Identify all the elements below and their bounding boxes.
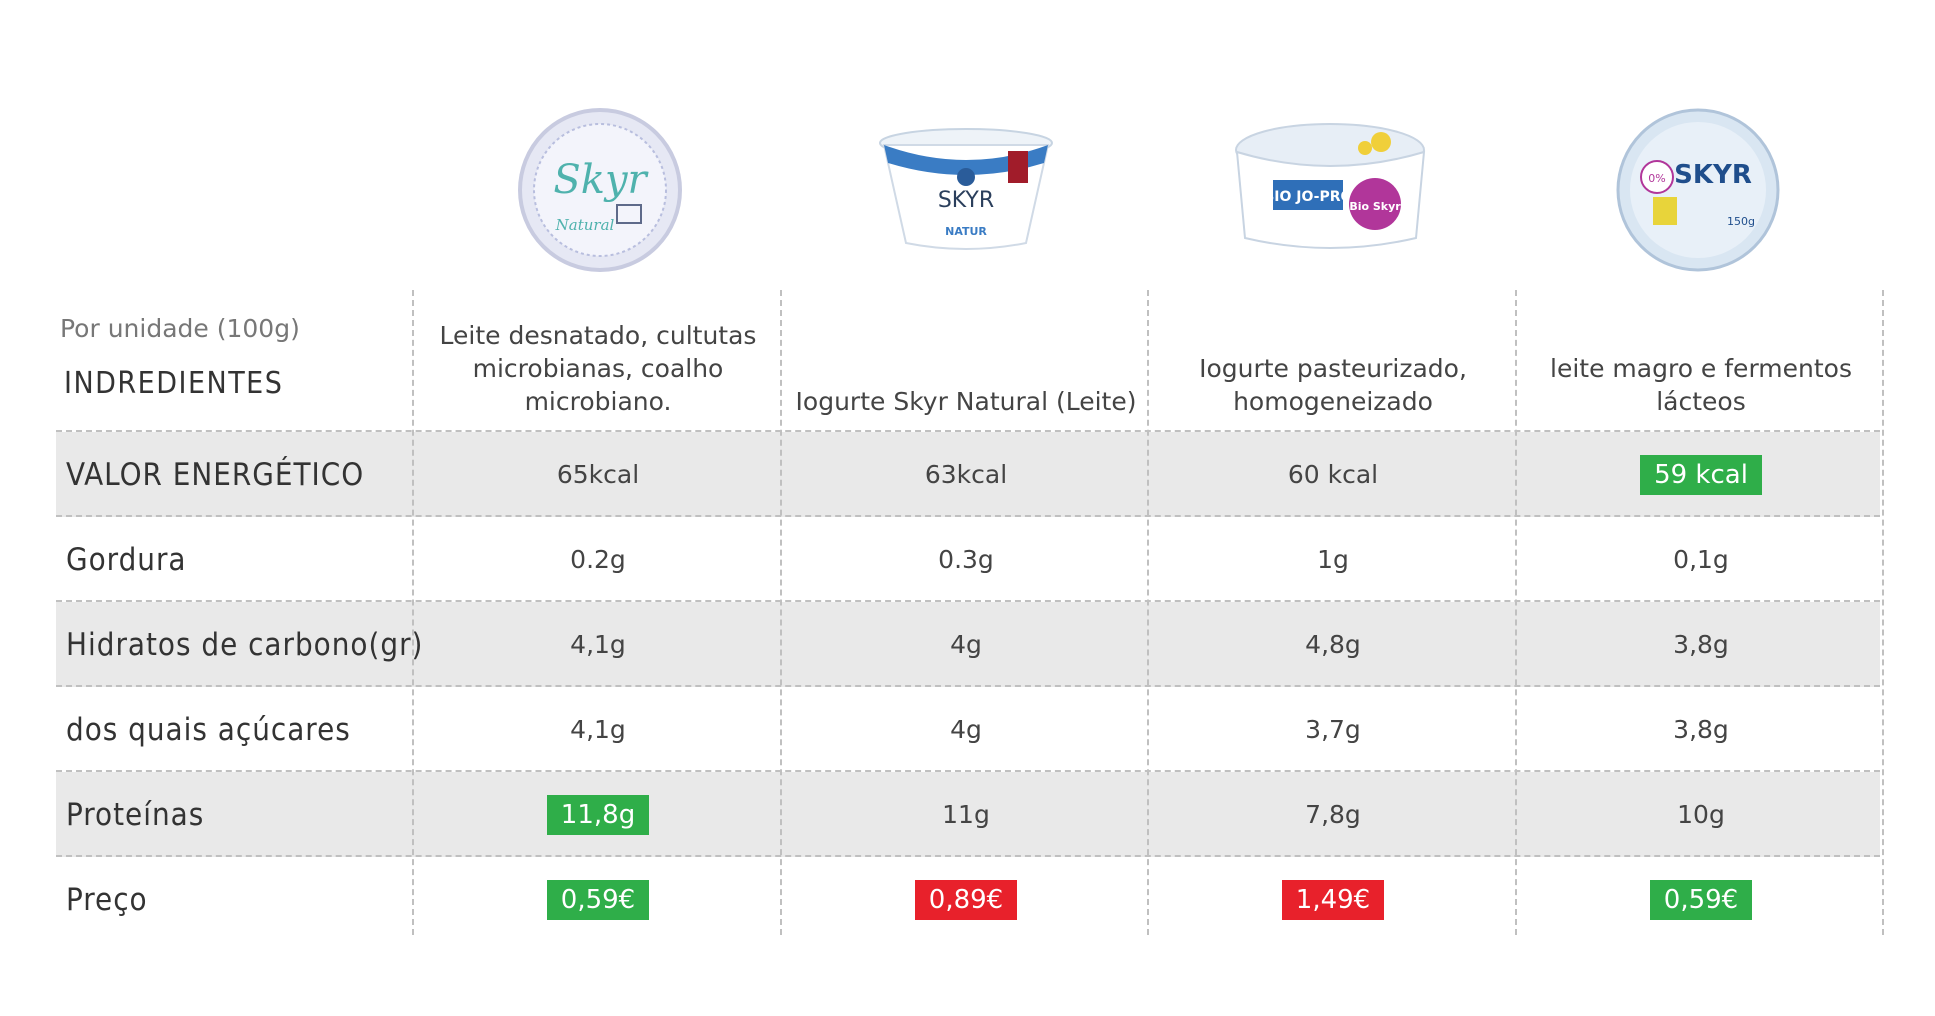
cell-value: 3,8g [1673, 630, 1729, 659]
table-cell: 3,8g [1518, 687, 1884, 772]
cell-value: 4g [950, 630, 982, 659]
price-badge: 0,59€ [546, 879, 650, 920]
ingredients-cell: Iogurte Skyr Natural (Leite) [795, 387, 1137, 416]
product-4-brand: SKYR [1674, 160, 1752, 190]
cell-value: 0.3g [938, 545, 994, 574]
table-row: Hidratos de carbono(gr) 4,1g 4g 4,8g 3,8… [56, 602, 1880, 687]
table-cell: 3,8g [1518, 602, 1884, 687]
highlight-badge: 59 kcal [1640, 454, 1762, 495]
cell-value: 7,8g [1305, 800, 1361, 829]
column-divider [1515, 290, 1517, 935]
product-1-brand: Skyr [553, 157, 649, 203]
table-cell: 3,7g [1150, 687, 1516, 772]
row-label: Hidratos de carbono(gr) [66, 626, 424, 663]
column-divider [412, 290, 414, 935]
cell-value: 63kcal [924, 460, 1008, 489]
column-divider [780, 290, 782, 935]
bio-jopro-cup-icon: BIO JO-PRO Bio Skyr [1230, 100, 1430, 280]
column-divider [1882, 290, 1884, 935]
table-cell: 1g [1150, 517, 1516, 602]
cell-value: 4,8g [1305, 630, 1361, 659]
table-cell: 10g [1518, 772, 1884, 857]
table-cell: 0,1g [1518, 517, 1884, 602]
ingredients-cell: Iogurte pasteurizado, homogeneizado [1199, 354, 1467, 416]
table-cell: 63kcal [783, 432, 1149, 517]
table-cell: 0.2g [415, 517, 781, 602]
table-row: Gordura 0.2g 0.3g 1g 0,1g [56, 517, 1880, 602]
table-cell: 1,49€ [1150, 857, 1516, 942]
table-cell: 0.3g [783, 517, 1149, 602]
cell-value: 4,1g [570, 630, 626, 659]
table-cell: 59 kcal [1518, 432, 1884, 517]
skyr-milbona-cup-icon: Skyr Natural [500, 100, 700, 280]
table-cell: 4g [783, 687, 1149, 772]
product-4-flavor: 150g [1727, 215, 1755, 228]
column-divider [1147, 290, 1149, 935]
ingredients-label: INDREDIENTES [64, 366, 284, 401]
cell-value: 11g [942, 800, 990, 829]
table-cell: 4,1g [415, 687, 781, 772]
table-cell: 4,8g [1150, 602, 1516, 687]
table-cell: 11g [783, 772, 1149, 857]
product-3-flavor: Bio Skyr [1349, 200, 1401, 213]
cell-value: 4g [950, 715, 982, 744]
price-badge: 0,89€ [914, 879, 1018, 920]
svg-text:0%: 0% [1648, 172, 1665, 185]
cell-value: 1g [1317, 545, 1349, 574]
cell-value: 60 kcal [1287, 460, 1379, 489]
table-row: Proteínas 11,8g 11g 7,8g 10g [56, 772, 1880, 857]
ingredients-row: Por unidade (100g) INDREDIENTES Leite de… [56, 290, 1880, 432]
table-cell: 11,8g [415, 772, 781, 857]
nutrition-table: Por unidade (100g) INDREDIENTES Leite de… [56, 290, 1884, 935]
table-cell: 7,8g [1150, 772, 1516, 857]
table-row: dos quais açúcares 4,1g 4g 3,7g 3,8g [56, 687, 1880, 772]
skyr-pingo-doce-cup-icon: 0% SKYR 150g [1598, 100, 1798, 280]
row-label: Gordura [66, 541, 187, 578]
product-3-brand: BIO JO-PRO [1263, 189, 1352, 205]
skyr-arla-cup-icon: SKYR NATUR [866, 100, 1066, 280]
table-row: Preço 0,59€ 0,89€ 1,49€ 0,59€ [56, 857, 1880, 942]
ingredients-cell: Leite desnatado, cultutas microbianas, c… [439, 321, 757, 416]
table-cell: 60 kcal [1150, 432, 1516, 517]
price-badge: 1,49€ [1281, 879, 1385, 920]
row-label: Proteínas [66, 796, 205, 833]
product-2-brand: SKYR [938, 188, 994, 213]
cell-value: 3,7g [1305, 715, 1361, 744]
table-cell: 0,59€ [1518, 857, 1884, 942]
product-images: Skyr Natural SKYR NATUR BIO JO-PRO Bio S… [0, 100, 1935, 280]
table-row: VALOR ENERGÉTICO 65kcal 63kcal 60 kcal 5… [56, 432, 1880, 517]
row-label: dos quais açúcares [66, 711, 351, 748]
cell-value: 0,1g [1673, 545, 1729, 574]
table-cell: 0,89€ [783, 857, 1149, 942]
unit-note: Por unidade (100g) [60, 314, 300, 343]
highlight-badge: 11,8g [546, 794, 650, 835]
product-1-flavor: Natural [555, 216, 615, 234]
product-2-flavor: NATUR [945, 225, 987, 238]
row-label: VALOR ENERGÉTICO [66, 456, 365, 493]
cell-value: 0.2g [570, 545, 626, 574]
table-cell: 4,1g [415, 602, 781, 687]
cell-value: 3,8g [1673, 715, 1729, 744]
table-cell: 4g [783, 602, 1149, 687]
table-cell: 65kcal [415, 432, 781, 517]
cell-value: 10g [1677, 800, 1725, 829]
cell-value: 4,1g [570, 715, 626, 744]
cell-value: 65kcal [556, 460, 640, 489]
row-label: Preço [66, 881, 148, 918]
price-badge: 0,59€ [1649, 879, 1753, 920]
table-cell: 0,59€ [415, 857, 781, 942]
ingredients-cell: leite magro e fermentos lácteos [1550, 354, 1852, 416]
